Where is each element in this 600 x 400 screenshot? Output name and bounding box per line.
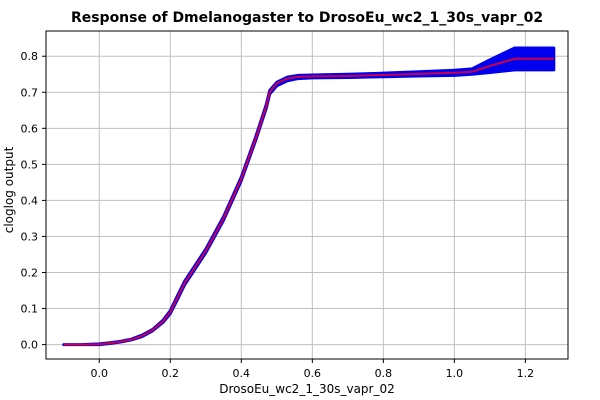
x-tick-label: 0.2	[162, 367, 180, 380]
x-tick-label: 0.4	[233, 367, 251, 380]
y-tick-label: 0.3	[21, 230, 39, 243]
y-tick-label: 0.0	[21, 339, 39, 352]
y-tick-label: 0.2	[21, 266, 39, 279]
x-tick-label: 0.0	[91, 367, 109, 380]
x-tick-label: 0.6	[304, 367, 322, 380]
plot-frame	[45, 30, 569, 360]
x-tick-label: 1.2	[517, 367, 535, 380]
x-tick-label: 0.8	[375, 367, 393, 380]
y-axis-ticks: 0.0 0.1 0.2 0.3 0.4 0.5 0.6 0.7 0.8	[21, 50, 46, 352]
y-tick-label: 0.8	[21, 50, 39, 63]
mean-response-line	[63, 57, 554, 346]
y-tick-label: 0.1	[21, 303, 39, 316]
y-axis-label: cloglog output	[2, 146, 16, 233]
chart-title: Response of Dmelanogaster to DrosoEu_wc2…	[71, 10, 543, 26]
mean-line-layer	[63, 57, 554, 346]
x-axis-label: DrosoEu_wc2_1_30s_vapr_02	[219, 382, 395, 396]
y-tick-label: 0.6	[21, 122, 39, 135]
x-tick-label: 1.0	[446, 367, 464, 380]
y-tick-label: 0.5	[21, 158, 39, 171]
y-tick-label: 0.7	[21, 86, 39, 99]
y-tick-label: 0.4	[21, 194, 39, 207]
grid	[46, 31, 568, 359]
x-axis-ticks: 0.0 0.2 0.4 0.6 0.8 1.0 1.2	[91, 359, 535, 380]
